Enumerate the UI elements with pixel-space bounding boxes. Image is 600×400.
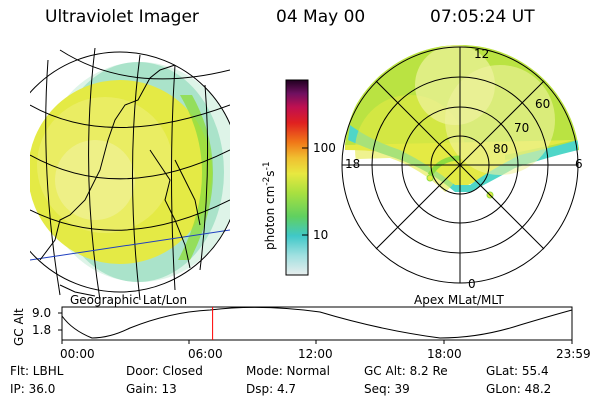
alt-xtick-2: 12:00 xyxy=(298,347,333,361)
polar-grid xyxy=(341,46,579,284)
status-gain: Gain: 13 xyxy=(126,382,177,396)
globe-image xyxy=(30,47,230,301)
mlt-label-0: 0 xyxy=(468,277,476,291)
colorbar-unit-label: photon cm-2s-1 xyxy=(262,161,277,250)
colorbar xyxy=(285,79,309,276)
unit-exp1: -2 xyxy=(262,176,272,186)
alt-xtick-1: 06:00 xyxy=(188,347,223,361)
status-mode: Mode: Normal xyxy=(246,364,330,378)
status-dsp: Dsp: 4.7 xyxy=(246,382,297,396)
status-ip: IP: 36.0 xyxy=(10,382,56,396)
alt-ytick-high: 9.0 xyxy=(32,306,52,320)
lat-label-60: 60 xyxy=(535,97,551,111)
unit-exp2: -1 xyxy=(262,161,272,171)
date-label: 04 May 00 xyxy=(276,7,366,27)
time-label: 07:05:24 UT xyxy=(430,7,535,27)
alt-ytick-low: 1.8 xyxy=(32,323,52,337)
status-glat: GLat: 55.4 xyxy=(486,364,549,378)
colorbar-tick-10: 10 xyxy=(313,228,329,242)
alt-xtick-4: 23:59 xyxy=(556,347,591,361)
status-seq: Seq: 39 xyxy=(364,382,410,396)
colorbar-tick-100: 100 xyxy=(313,141,336,155)
mlt-label-12: 12 xyxy=(474,47,490,61)
alt-xtick-3: 18:00 xyxy=(427,347,462,361)
status-flt: Flt: LBHL xyxy=(10,364,64,378)
alt-ylabel: GC Alt xyxy=(12,308,26,346)
alt-xtick-0: 00:00 xyxy=(60,347,95,361)
lat-label-80: 80 xyxy=(493,142,509,156)
geographic-label: Geographic Lat/Lon xyxy=(70,293,188,307)
altitude-plot xyxy=(58,306,573,344)
mlt-label-6: 6 xyxy=(575,157,583,171)
status-gc-alt: GC Alt: 8.2 Re xyxy=(364,364,448,378)
mlt-label-18: 18 xyxy=(345,157,361,171)
unit-mid: s xyxy=(263,170,277,177)
apex-label: Apex MLat/MLT xyxy=(414,293,504,307)
status-door: Door: Closed xyxy=(126,364,203,378)
status-glon: GLon: 48.2 xyxy=(486,382,552,396)
instrument-title: Ultraviolet Imager xyxy=(45,7,199,27)
lat-label-70: 70 xyxy=(514,121,530,135)
unit-text: photon cm xyxy=(263,185,277,250)
